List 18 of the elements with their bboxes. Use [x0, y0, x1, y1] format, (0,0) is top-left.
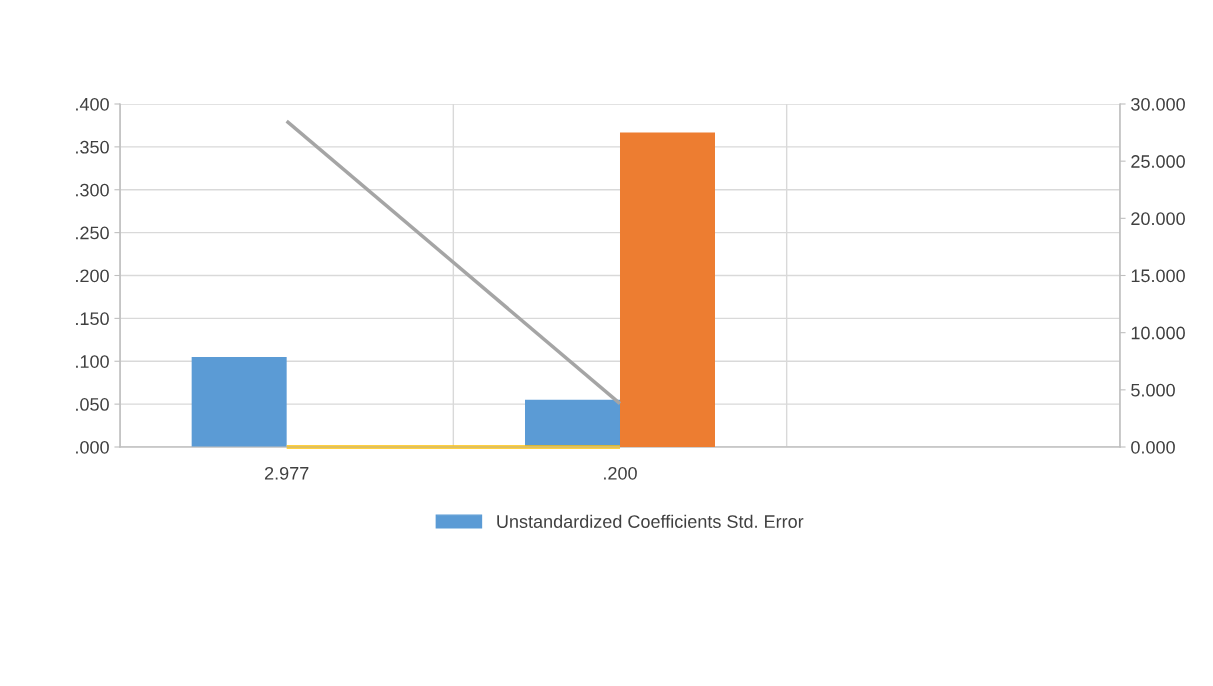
y-tick-label: .100	[76, 355, 109, 368]
y-tick-label: .150	[76, 312, 109, 326]
y2-tick-label: 20.000	[1131, 212, 1185, 226]
y2-tick-label: 30.000	[1131, 97, 1185, 111]
y2-tick-label: 5.000	[1131, 383, 1175, 397]
y2-tick-label: 0.000	[1131, 440, 1175, 454]
y-tick-label: .250	[76, 226, 109, 240]
y-tick-label: .400	[76, 97, 109, 111]
y-tick-label: .300	[76, 183, 109, 197]
y-tick-label: .000	[76, 440, 109, 454]
y2-tick-label: 10.000	[1131, 326, 1185, 340]
y-tick-label: .200	[76, 269, 109, 283]
x-tick-label: 2.977	[264, 466, 309, 480]
legend-label: Unstandardized Coefficients Std. Error	[497, 514, 804, 528]
y-tick-label: .350	[76, 140, 109, 154]
y2-tick-label: 25.000	[1131, 155, 1185, 168]
y2-tick-label: 15.000	[1131, 269, 1185, 283]
y-tick-label: .050	[76, 398, 109, 411]
